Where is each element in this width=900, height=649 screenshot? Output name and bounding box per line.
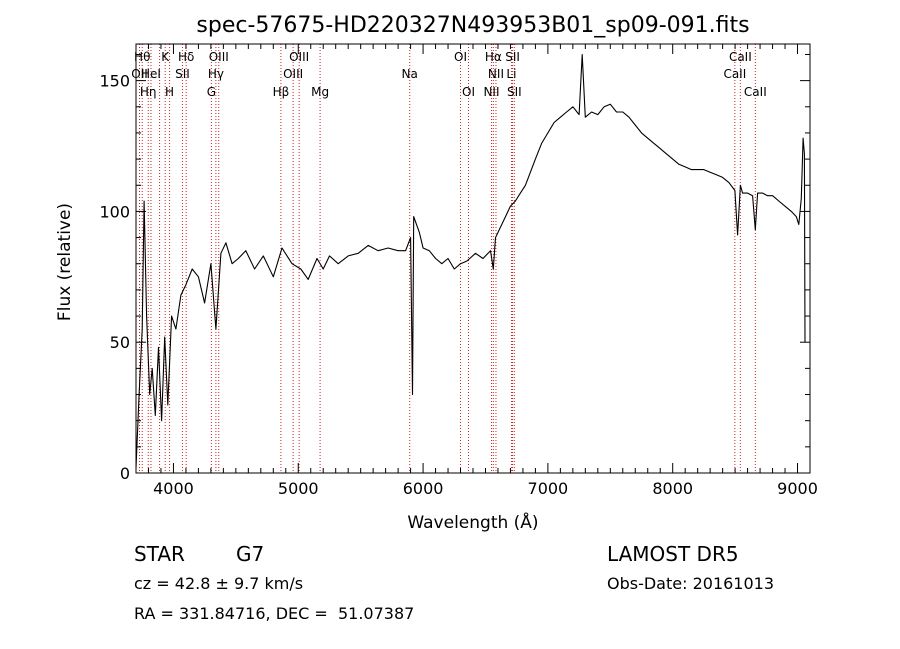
line-label: OI (462, 85, 475, 99)
x-tick-label: 4000 (153, 479, 194, 498)
line-label: Hθ (134, 50, 150, 64)
line-label: CaII (744, 85, 767, 99)
y-tick-label: 50 (110, 333, 130, 352)
x-tick-label: 6000 (403, 479, 444, 498)
line-label: OIII (289, 50, 309, 64)
line-label: H (165, 85, 174, 99)
line-labels: OIIHθHηHeIKHSIIHδGHγOIIIHβOIIIOIIIMgNaOI… (131, 50, 767, 99)
line-label: SII (175, 67, 190, 81)
line-label: NII (483, 85, 499, 99)
line-label: SII (505, 50, 520, 64)
line-label: CaII (723, 67, 746, 81)
coordinates: RA = 331.84716, DEC = 51.07387 (134, 604, 415, 623)
line-label: Hγ (208, 67, 224, 81)
line-label: CaII (729, 50, 752, 64)
plot-frame (135, 43, 811, 474)
line-label: OI (454, 50, 467, 64)
x-tick-label: 9000 (777, 479, 818, 498)
y-tick-label: 0 (120, 464, 130, 483)
radial-velocity: cz = 42.8 ± 9.7 km/s (134, 574, 304, 593)
y-tick-label: 150 (99, 72, 130, 91)
line-label: Hη (140, 85, 157, 99)
axis-ticks: 4000 5000 6000 7000 8000 9000 0 50 100 150 (99, 44, 818, 498)
line-label: SII (507, 85, 522, 99)
x-tick-label: 8000 (652, 479, 693, 498)
line-label: Li (506, 67, 516, 81)
line-label: Hα (485, 50, 502, 64)
x-tick-label: 5000 (278, 479, 319, 498)
line-label: OII (131, 67, 148, 81)
line-label: Mg (311, 85, 329, 99)
y-axis-label: Flux (relative) (55, 203, 75, 321)
line-label: Hβ (273, 85, 290, 99)
line-label: OIII (283, 67, 303, 81)
y-tick-label: 100 (99, 202, 130, 221)
line-label: NII (488, 67, 504, 81)
x-tick-label: 7000 (528, 479, 569, 498)
observation-date: Obs-Date: 20161013 (607, 574, 775, 593)
spectrum-line (135, 53, 806, 468)
chart-title: spec-57675-HD220327N493953B01_sp09-091.f… (196, 13, 749, 38)
line-label: Hδ (178, 50, 194, 64)
spectral-line-markers (138, 44, 756, 473)
x-axis-label: Wavelength (Å) (407, 511, 538, 533)
line-label: G (207, 85, 216, 99)
line-label: OIII (209, 50, 229, 64)
line-label: Na (402, 67, 418, 81)
line-label: K (161, 50, 170, 64)
object-subclass: G7 (236, 542, 265, 566)
line-label: HeI (141, 67, 161, 81)
survey-name: LAMOST DR5 (607, 542, 739, 566)
object-class: STAR (134, 542, 185, 566)
spectrum-series (135, 53, 806, 468)
